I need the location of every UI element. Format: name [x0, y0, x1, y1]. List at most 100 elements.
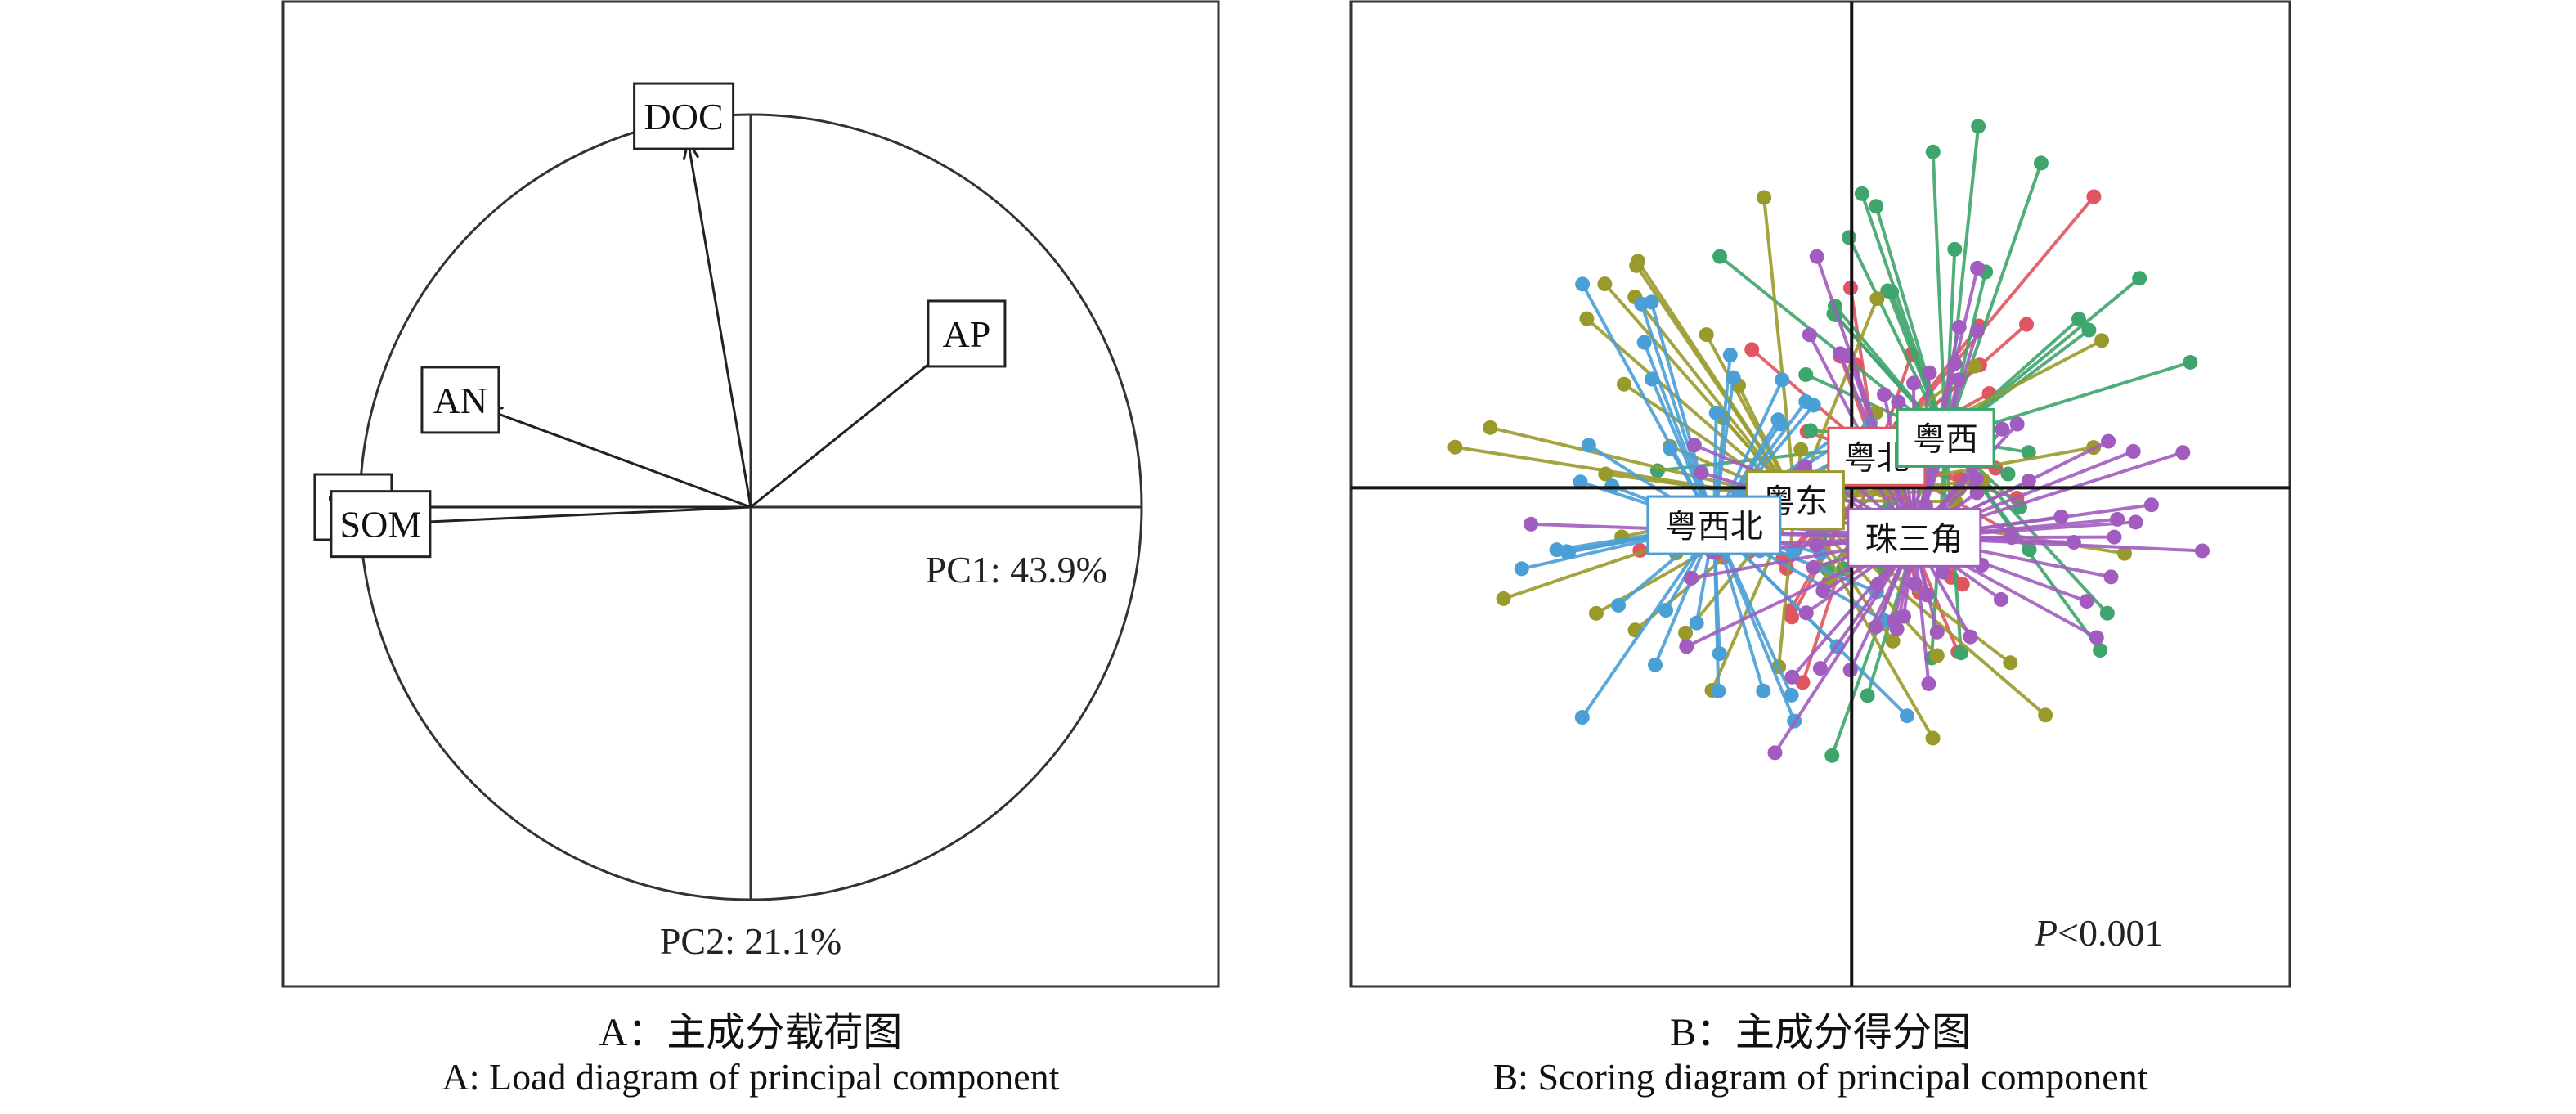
score-point — [1806, 398, 1821, 413]
loading-label-an: AN — [433, 380, 487, 421]
score-point — [1604, 478, 1620, 494]
caption-a-english: A: Load diagram of principal component — [442, 1056, 1060, 1098]
score-point — [1824, 748, 1840, 763]
score-plot-frame — [1349, 0, 2291, 988]
loading-arrow-som — [406, 505, 752, 523]
score-point — [1708, 405, 1724, 420]
score-point — [2003, 655, 2018, 671]
score-point — [2093, 643, 2108, 658]
score-point — [2079, 594, 2094, 609]
score-point — [2089, 630, 2104, 645]
score-point — [1647, 657, 1663, 672]
score-point — [1689, 615, 1704, 631]
loading-plot-frame — [281, 0, 1220, 988]
score-point — [1767, 745, 1783, 761]
caption-b-chinese: B：主成分得分图 — [1669, 1011, 1972, 1054]
score-point — [2110, 511, 2125, 527]
score-point — [1699, 327, 1714, 343]
score-spoke — [1815, 256, 1916, 538]
score-point — [2103, 569, 2119, 585]
score-point — [1947, 241, 1963, 257]
score-point — [1772, 416, 1788, 432]
score-point — [2194, 543, 2210, 559]
score-point — [1775, 372, 1790, 388]
score-point — [1877, 387, 1892, 402]
score-point — [2000, 466, 2016, 482]
loading-arrow-ap — [750, 350, 946, 509]
score-point — [1860, 688, 1875, 703]
score-point — [1756, 683, 1771, 698]
group-label-4: 粤西北 — [1665, 508, 1763, 545]
score-point — [1922, 365, 1937, 380]
score-point — [1793, 442, 1809, 457]
loading-label-box-an — [420, 366, 500, 434]
score-point — [1842, 230, 1857, 245]
score-point — [1869, 199, 1884, 214]
score-point — [1809, 249, 1824, 264]
score-point — [1954, 645, 1969, 661]
loading-plot-panel: DOCAPANTNSOM PC1: 43.9% PC2: 21.1% — [281, 0, 1220, 988]
score-point — [1524, 516, 1539, 532]
score-point — [1588, 605, 1604, 621]
score-point — [1711, 683, 1726, 698]
group-label-box-2 — [1896, 407, 1995, 468]
score-point — [1784, 687, 1799, 703]
score-point — [2128, 514, 2143, 530]
p-value-symbol: P — [2034, 912, 2058, 954]
score-point — [1907, 576, 1923, 591]
score-point — [1447, 439, 1463, 455]
score-point — [1684, 570, 1699, 586]
p-value-annotation: P<0.001 — [2034, 912, 2164, 954]
score-point — [1929, 624, 1945, 640]
loading-vectors: DOCAPANTNSOM — [313, 82, 1007, 559]
p-value-threshold: <0.001 — [2058, 912, 2163, 954]
score-point — [1694, 465, 1709, 480]
score-point — [1581, 438, 1596, 453]
score-point — [2175, 445, 2191, 460]
score-point — [1995, 421, 2010, 437]
score-point — [2071, 312, 2086, 327]
score-point — [1798, 366, 1814, 382]
score-point — [1854, 186, 1869, 201]
score-point — [1880, 283, 1896, 299]
score-spoke — [1718, 255, 1947, 439]
score-point — [1744, 342, 1760, 357]
group-label-box-5 — [1847, 507, 1982, 568]
score-point — [2125, 443, 2141, 459]
score-point — [1559, 544, 1574, 559]
score-point — [2004, 530, 2020, 546]
score-point — [1798, 605, 1814, 621]
score-spoke — [1712, 524, 1797, 722]
loading-label-box-doc — [633, 82, 735, 150]
pc2-variance-label: PC2: 21.1% — [660, 920, 841, 962]
score-point — [1947, 356, 1963, 371]
score-point — [1797, 459, 1813, 474]
score-point — [1574, 710, 1590, 725]
caption-b-english: B: Scoring diagram of principal componen… — [1492, 1056, 2148, 1098]
score-point — [1658, 603, 1674, 618]
score-point — [1483, 420, 1498, 435]
score-point — [1970, 260, 1986, 276]
score-point — [1889, 621, 1905, 636]
score-point — [1636, 335, 1652, 350]
group-label-5: 珠三角 — [1865, 520, 1963, 557]
score-point — [1925, 144, 1941, 159]
score-point — [2099, 605, 2115, 621]
score-point — [1496, 591, 1511, 606]
score-point — [1896, 609, 1911, 624]
score-point — [2033, 155, 2049, 171]
score-point — [1833, 346, 1848, 362]
loading-label-box-som — [330, 490, 432, 559]
score-point — [1514, 561, 1529, 577]
score-point — [1573, 474, 1588, 490]
score-point — [2116, 546, 2132, 561]
score-point — [1936, 564, 1951, 580]
score-point — [1786, 545, 1802, 560]
score-point — [1993, 591, 2008, 607]
loading-arrow-doc — [689, 142, 752, 508]
score-point — [1891, 394, 1906, 410]
score-point — [1783, 603, 1798, 618]
loading-arrow-an — [485, 409, 752, 509]
score-point — [1968, 471, 1984, 487]
